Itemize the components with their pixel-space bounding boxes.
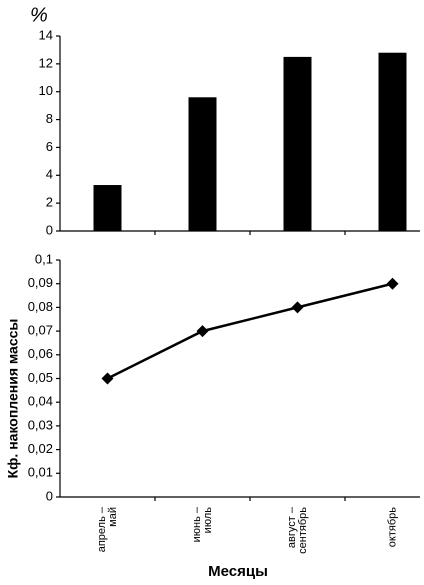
y-tick-label: 0,04	[28, 394, 53, 409]
y-tick-label: 0,05	[28, 370, 53, 385]
label-line: август –	[286, 506, 298, 548]
y-tick-label: 12	[39, 55, 53, 70]
y-tick-label: 10	[39, 83, 53, 98]
y-tick-label: 0,02	[28, 441, 53, 456]
x-axis-label: Месяцы	[208, 563, 268, 580]
y-axis-label: Кф. накопления массы	[5, 319, 21, 479]
y-tick-label: 4	[46, 167, 53, 182]
y-tick-label: 0,01	[28, 465, 53, 480]
line	[106, 282, 393, 380]
bar	[283, 56, 312, 232]
y-tick-label: 0,07	[28, 323, 53, 338]
y-tick-label: 0,09	[28, 275, 53, 290]
label-line: сентябрь	[297, 507, 309, 554]
y-axis-label: %	[30, 4, 48, 26]
y-tick-label: 0	[46, 488, 53, 503]
y-tick-label: 0	[46, 222, 53, 237]
bar	[93, 185, 122, 231]
label-line: май	[107, 507, 119, 527]
label-line: июнь –	[191, 506, 203, 542]
x-tick-label: октябрь	[386, 507, 398, 547]
point	[196, 325, 209, 338]
bar	[188, 97, 217, 232]
label-line: июль	[202, 507, 214, 534]
point	[291, 301, 304, 314]
point	[101, 372, 114, 385]
y-tick-label: 8	[46, 111, 53, 126]
y-tick-label: 14	[39, 27, 53, 42]
y-tick-label: 6	[46, 139, 53, 154]
y-tick-label: 0,03	[28, 417, 53, 432]
y-tick-label: 0,06	[28, 346, 53, 361]
point	[386, 277, 399, 290]
y-tick-label: 0,08	[28, 299, 53, 314]
y-tick-label: 2	[46, 195, 53, 210]
y-tick-label: 0,1	[35, 251, 53, 266]
x-tick-label: июнь –июль	[191, 506, 214, 542]
x-tick-label: август –сентябрь	[286, 506, 309, 554]
x-tick-label: апрель –май	[96, 506, 119, 552]
bar	[378, 52, 407, 231]
label-line: апрель –	[96, 506, 108, 552]
